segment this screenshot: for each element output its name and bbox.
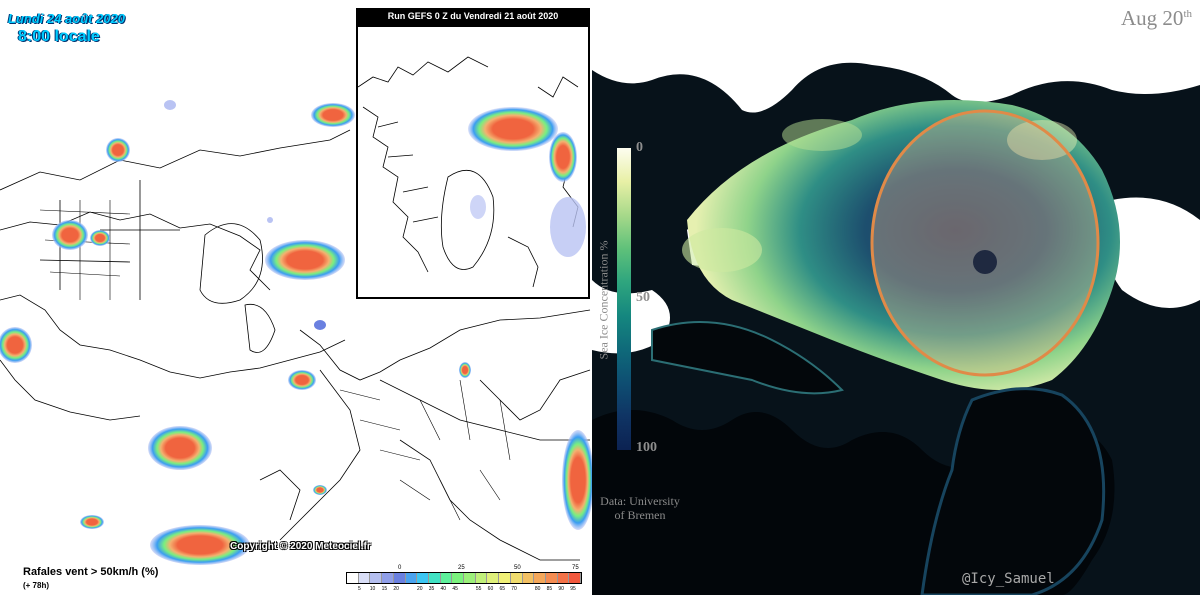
legend-minor-tick: 80 [534,586,541,592]
legend-swatch [464,573,476,583]
legend-swatch [452,573,465,583]
gust-map-graphic [0,100,592,565]
date-text: Aug 20 [1121,6,1184,30]
colorbar-tick-50: 50 [636,290,650,305]
inset-title: Run GEFS 0 Z du Vendredi 21 août 2020 [356,8,590,25]
legend-minor-tick: 65 [499,586,506,592]
date-suffix: th [1183,8,1192,20]
legend-swatch [440,573,453,583]
legend-minor-tick: 70 [511,586,517,592]
legend-swatch [417,573,429,583]
variable-label: Rafales vent > 50km/h (%) [23,566,159,578]
forecast-date: Lundi 24 août 2020 [8,11,126,26]
legend-swatch [382,573,394,583]
legend-minor-tick: 55 [475,586,482,592]
colorbar-tick-100: 100 [636,440,657,455]
sea-ice-map: Aug 20th 0 50 100 Sea Ice Concentration … [592,0,1200,595]
legend-minor-tick: 10 [369,586,376,592]
legend-swatch [545,573,558,583]
legend-swatch [534,573,546,583]
legend-swatch [405,573,418,583]
panel-date-title: Aug 20th [1121,6,1192,31]
legend-swatch [499,573,511,583]
legend-minor-tick: 95 [570,586,576,592]
legend-swatch [428,573,441,583]
legend-tick-75: 75 [572,565,579,571]
gust-forecast-map: Lundi 24 août 2020 8:00 locale [0,0,592,595]
legend-tick-50: 50 [514,565,521,571]
legend-minor-tick: 20 [416,586,423,592]
legend-swatch [358,573,371,583]
inset-map [356,25,590,299]
sea-ice-graphic [592,0,1200,595]
inset-map-graphic [357,56,586,288]
legend-minor-tick: 60 [487,586,494,592]
legend-minor-tick: 20 [393,586,399,592]
legend-swatch [557,573,570,583]
colorbar-tick-0: 0 [636,140,643,155]
author-handle: @Icy_Samuel [962,571,1055,587]
legend-minor-tick: 40 [440,586,447,592]
data-credit-line1: Data: University [600,494,680,508]
legend-swatch [347,573,359,583]
lead-time: (+ 78h) [23,581,50,590]
copyright-text: Copyright © 2020 Meteociel.fr [230,541,371,552]
legend-minor-tick: 90 [558,586,564,592]
legend-swatch [370,573,383,583]
legend-swatch [393,573,406,583]
legend-swatch [510,573,523,583]
gust-legend: 0 25 50 75 5 10 15 20 20 35 40 45 55 60 65 70 80 85 90… [346,565,582,592]
legend-minor-ticks: 5 10 15 20 20 35 40 45 55 60 65 70 80 85 90 95 [346,572,582,592]
forecast-time: 8:00 locale [18,28,100,45]
legend-tick-25: 25 [458,565,465,571]
legend-swatch [522,573,535,583]
legend-minor-tick: 5 [358,586,361,592]
legend-swatch [487,573,500,583]
legend-minor-tick: 15 [381,586,388,592]
legend-minor-tick: 45 [452,586,458,592]
legend-swatch [475,573,488,583]
legend-minor-tick: 85 [546,586,553,592]
legend-swatch [569,573,582,583]
ice-colorbar [617,148,631,450]
legend-tick-0: 0 [398,565,402,571]
data-credit-line2: of Bremen [614,508,666,522]
colorbar-axis-label: Sea Ice Concentration % [596,240,611,360]
legend-swatches [346,572,582,584]
legend-minor-tick: 35 [428,586,435,592]
